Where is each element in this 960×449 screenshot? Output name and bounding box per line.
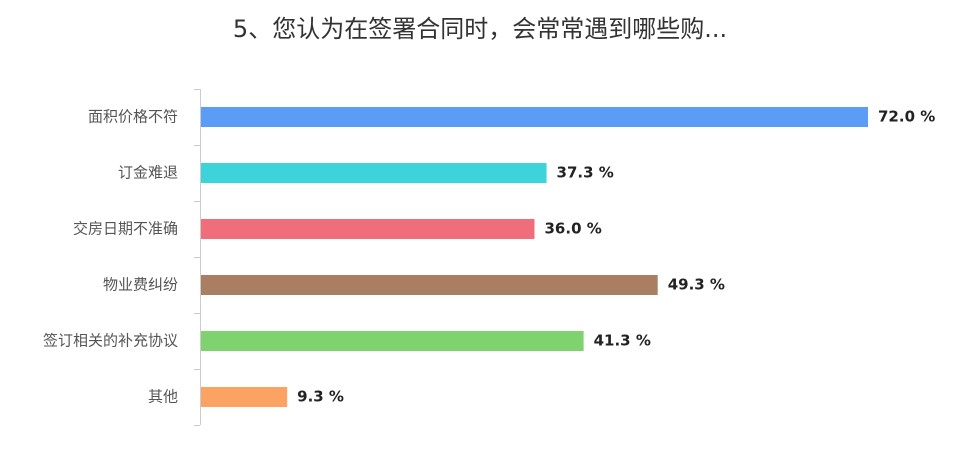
category-label: 面积价格不符 [88,108,178,126]
category-label: 订金难退 [118,164,178,182]
bar [201,219,535,239]
category-label: 物业费纠纷 [103,276,178,294]
category-label: 交房日期不准确 [73,220,178,238]
value-label: 37.3 % [557,164,614,182]
value-label: 9.3 % [297,388,344,406]
bar [201,107,868,127]
value-label: 41.3 % [594,332,651,350]
value-label: 36.0 % [545,220,602,238]
value-label: 49.3 % [668,276,725,294]
bar [201,163,547,183]
value-label: 72.0 % [878,108,935,126]
category-label: 签订相关的补充协议 [43,332,178,350]
bar [201,387,288,407]
bar [201,331,584,351]
category-label: 其他 [148,388,178,406]
bar [201,275,658,295]
chart-title: 5、您认为在签署合同时，会常常遇到哪些购... [233,15,727,43]
